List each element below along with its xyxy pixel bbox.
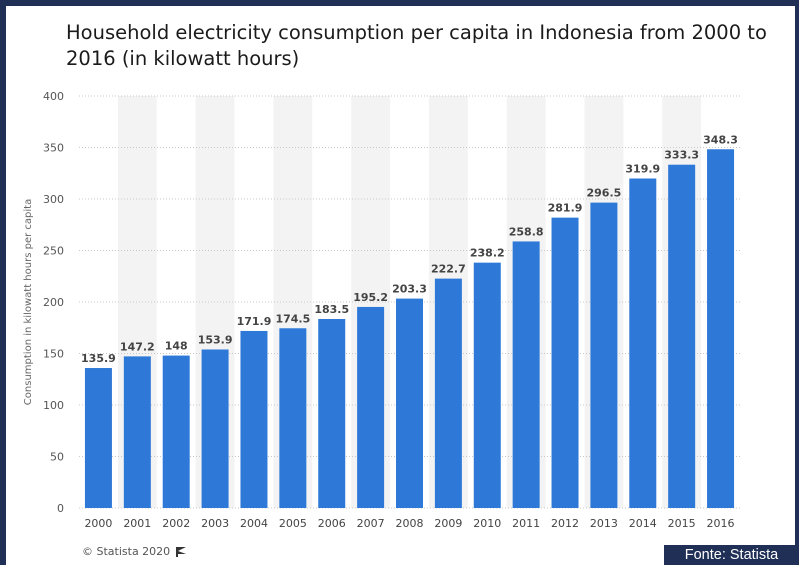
x-tick-label: 2003 — [201, 517, 229, 530]
bar — [473, 262, 501, 508]
copyright-text: © Statista 2020 — [82, 545, 171, 558]
y-tick-label: 300 — [43, 193, 64, 206]
x-tick-label: 2000 — [84, 517, 112, 530]
data-label: 333.3 — [664, 149, 699, 162]
chart-title: Household electricity consumption per ca… — [66, 21, 767, 70]
x-tick-label: 2015 — [668, 517, 696, 530]
data-label: 281.9 — [548, 202, 583, 215]
x-tick-label: 2014 — [629, 517, 657, 530]
data-label: 258.8 — [509, 225, 544, 238]
data-label: 148 — [165, 340, 188, 353]
x-tick-label: 2013 — [590, 517, 618, 530]
y-tick-label: 250 — [43, 245, 64, 258]
data-label: 135.9 — [81, 352, 116, 365]
bar — [707, 149, 735, 508]
data-label: 238.2 — [470, 247, 505, 260]
bar — [357, 306, 385, 508]
bar — [551, 217, 579, 508]
data-label: 222.7 — [431, 263, 466, 276]
y-tick-label: 0 — [57, 502, 64, 515]
data-label: 203.3 — [392, 283, 427, 296]
x-tick-label: 2005 — [279, 517, 307, 530]
source-badge: Fonte: Statista — [664, 545, 799, 565]
flag-icon[interactable] — [176, 546, 188, 557]
bar — [396, 298, 423, 508]
bar — [512, 241, 540, 508]
y-tick-label: 350 — [43, 142, 64, 155]
data-label: 153.9 — [198, 333, 233, 346]
bar — [279, 328, 307, 508]
data-label: 195.2 — [353, 291, 388, 304]
y-axis-label: Consumption in kilowatt hours per capita — [23, 199, 34, 405]
x-tick-label: 2004 — [240, 517, 268, 530]
x-tick-label: 2001 — [123, 517, 151, 530]
bar — [123, 356, 151, 508]
frame-top-border — [0, 0, 799, 6]
data-label: 296.5 — [587, 187, 622, 200]
data-label: 183.5 — [314, 303, 349, 316]
x-tick-label: 2011 — [512, 517, 540, 530]
x-tick-label: 2010 — [473, 517, 501, 530]
data-label: 171.9 — [237, 315, 272, 328]
x-tick-label: 2008 — [396, 517, 424, 530]
data-label: 319.9 — [625, 163, 660, 176]
bar — [434, 278, 462, 508]
bar — [629, 178, 657, 509]
bar — [162, 355, 190, 508]
data-label: 174.5 — [275, 312, 310, 325]
x-tick-label: 2002 — [162, 517, 190, 530]
bar — [240, 330, 268, 508]
y-tick-label: 100 — [43, 399, 64, 412]
bar — [84, 368, 112, 508]
y-tick-label: 150 — [43, 348, 64, 361]
x-tick-label: 2016 — [707, 517, 735, 530]
x-tick-label: 2012 — [551, 517, 579, 530]
frame-left-border — [0, 0, 6, 565]
data-label: 348.3 — [703, 133, 738, 146]
bar — [668, 164, 696, 509]
x-tick-label: 2007 — [357, 517, 385, 530]
y-tick-label: 50 — [50, 451, 64, 464]
footer-copyright: © Statista 2020 — [82, 545, 188, 558]
x-tick-label: 2009 — [434, 517, 462, 530]
data-label: 147.2 — [120, 340, 155, 353]
x-tick-label: 2006 — [318, 517, 346, 530]
frame-right-border — [795, 0, 799, 565]
bar — [590, 202, 618, 509]
bar — [201, 349, 229, 508]
y-tick-label: 400 — [43, 90, 64, 103]
y-tick-label: 200 — [43, 296, 64, 309]
bar — [318, 318, 346, 508]
